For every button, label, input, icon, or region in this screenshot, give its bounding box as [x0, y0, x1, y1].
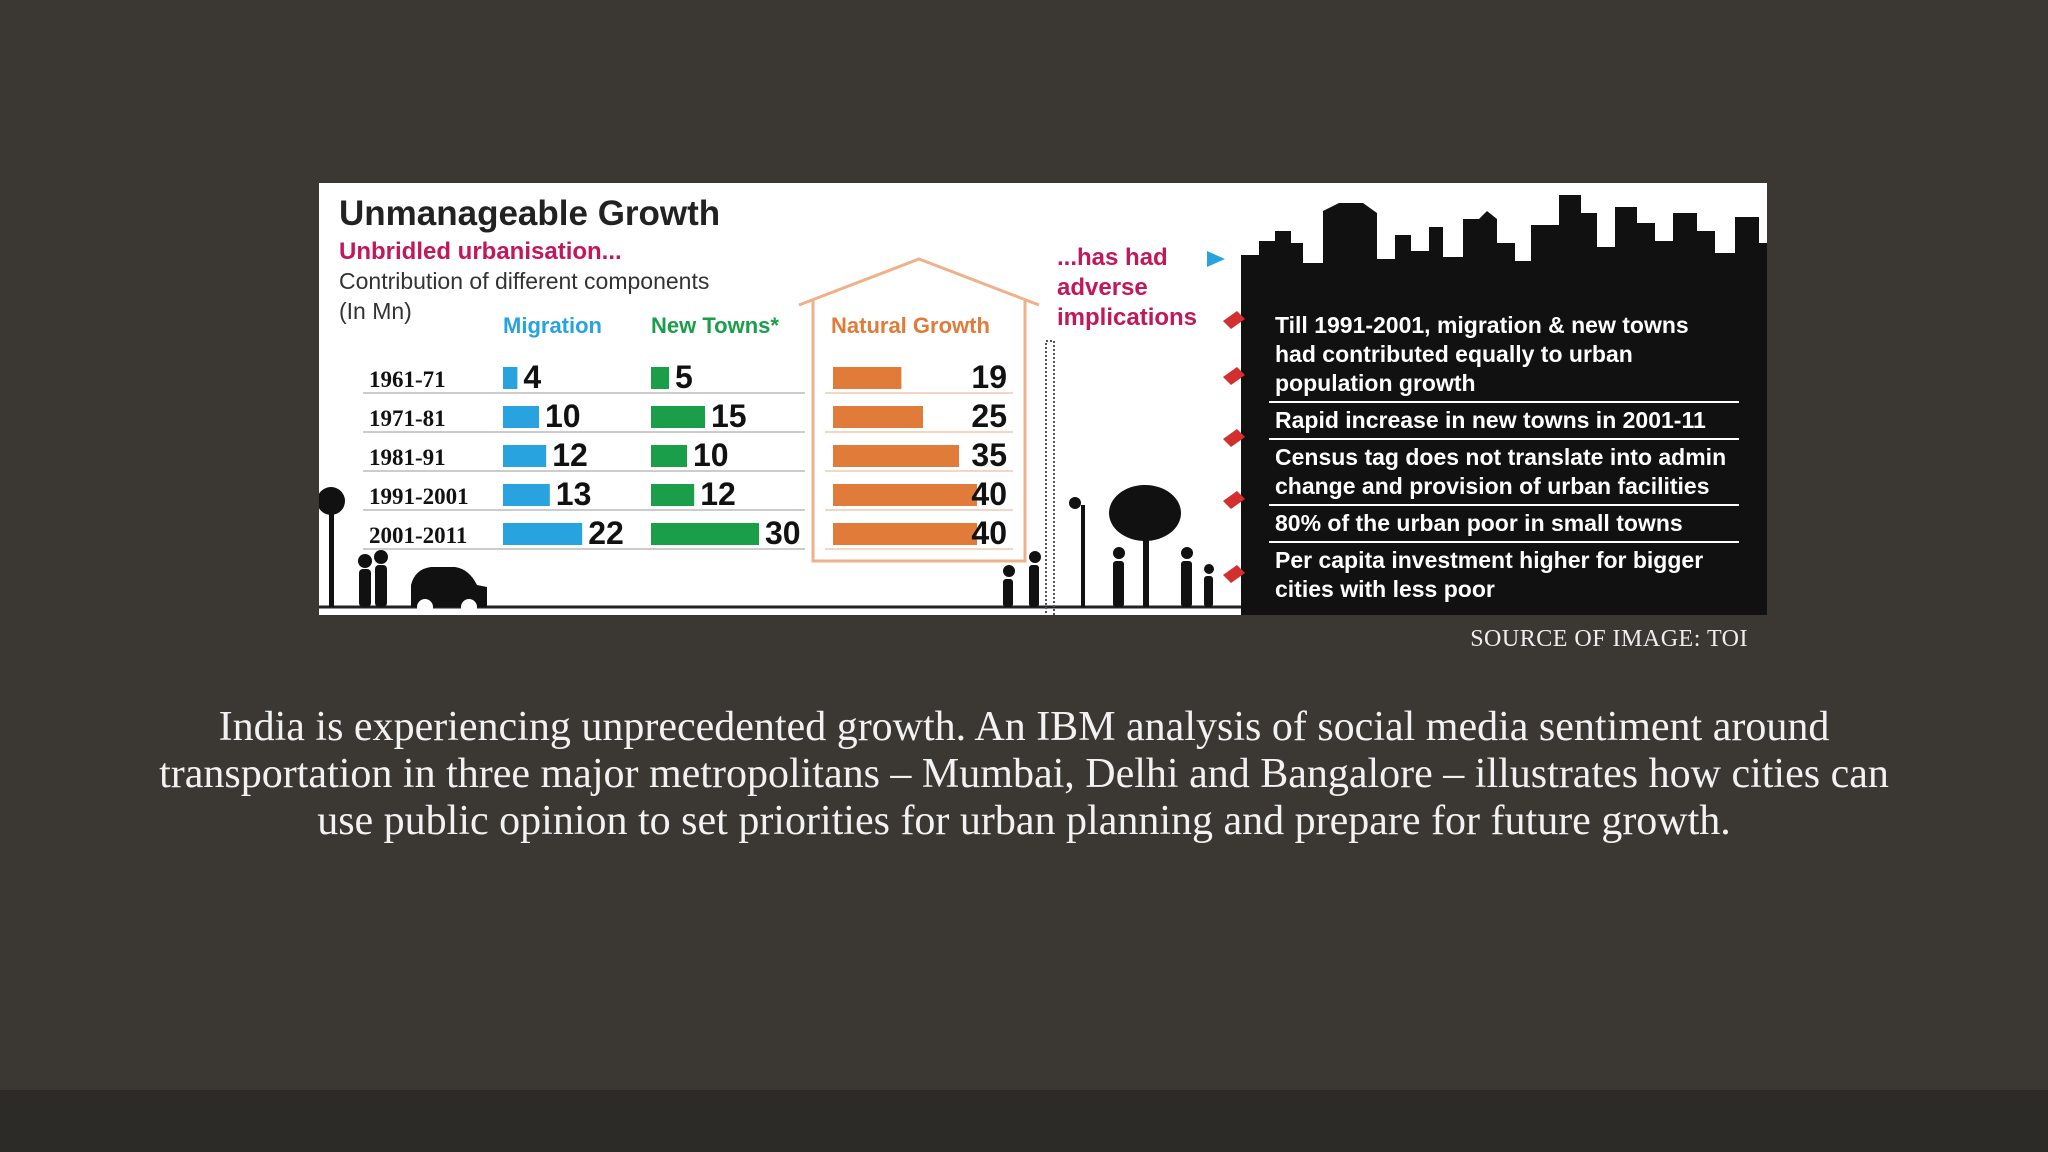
implication-text: Per capita investment higher for bigger — [1275, 547, 1703, 573]
body-paragraph: India is experiencing unprecedented grow… — [159, 704, 1889, 844]
bar — [833, 445, 959, 467]
implication-text: Census tag does not translate into admin — [1275, 444, 1726, 470]
implications-heading-line: adverse — [1057, 274, 1148, 301]
infographic-image: Unmanageable Growth Unbridled urbanisati… — [319, 183, 1767, 615]
value-label: 4 — [523, 359, 541, 395]
value-label: 40 — [971, 515, 1007, 551]
value-label: 30 — [765, 515, 801, 551]
bar — [503, 523, 583, 545]
bar — [651, 484, 695, 506]
flag-marker-icon — [1223, 311, 1245, 329]
bar — [503, 445, 547, 467]
house-outline — [798, 257, 1040, 563]
category-label: 1981-91 — [369, 445, 446, 470]
implication-text: 80% of the urban poor in small towns — [1275, 510, 1683, 536]
bar — [651, 406, 705, 428]
bar — [833, 484, 977, 506]
bar — [503, 367, 518, 389]
flag-marker-icon — [1223, 367, 1245, 385]
chart-marks: Migration New Towns* Natural Growth 1961-71… — [363, 313, 1013, 551]
bar — [651, 445, 687, 467]
implications-heading-line: ...has had — [1057, 244, 1168, 271]
category-label: 1991-2001 — [369, 484, 469, 509]
value-label: 10 — [545, 398, 581, 434]
implication-text: Till 1991-2001, migration & new towns — [1275, 312, 1689, 338]
bar — [833, 406, 923, 428]
bar — [651, 367, 669, 389]
value-label: 19 — [971, 359, 1007, 395]
value-label: 25 — [971, 398, 1007, 434]
chart-caption-line1: Contribution of different components — [339, 268, 709, 294]
bar — [651, 523, 759, 545]
bar — [833, 367, 902, 389]
value-label: 13 — [556, 476, 592, 512]
flag-marker-icon — [1223, 429, 1245, 447]
value-label: 15 — [711, 398, 747, 434]
value-label: 5 — [675, 359, 693, 395]
bar — [503, 406, 539, 428]
park-silhouette — [1003, 340, 1214, 615]
implication-text: had contributed equally to urban — [1275, 341, 1633, 367]
value-label: 40 — [971, 476, 1007, 512]
city-skyline-panel — [1241, 195, 1767, 615]
people-car-silhouette — [319, 487, 487, 615]
value-label: 35 — [971, 437, 1007, 473]
pointer-arrow-icon — [1207, 251, 1225, 267]
implication-text: cities with less poor — [1275, 576, 1495, 602]
category-label: 1971-81 — [369, 406, 446, 431]
bar — [833, 523, 977, 545]
value-label: 22 — [588, 515, 624, 551]
implications-heading-line: implications — [1057, 304, 1197, 331]
legend-label-0: Migration — [503, 313, 602, 338]
legend-label-2: Natural Growth — [831, 313, 990, 338]
chart-subtitle: Unbridled urbanisation... — [339, 238, 622, 265]
flag-marker-icon — [1223, 491, 1245, 509]
category-label: 2001-2011 — [369, 523, 467, 548]
flag-marker-icon — [1223, 565, 1245, 583]
footer-band — [0, 1090, 2048, 1152]
implications-list: Till 1991-2001, migration & new towns had… — [1223, 311, 1739, 602]
legend-label-1: New Towns* — [651, 313, 779, 338]
value-label: 10 — [693, 437, 729, 473]
implication-text: change and provision of urban facilities — [1275, 473, 1710, 499]
growth-chart: Unmanageable Growth Unbridled urbanisati… — [319, 194, 1767, 615]
implication-text: population growth — [1275, 370, 1476, 396]
chart-title: Unmanageable Growth — [339, 194, 720, 233]
image-source: SOURCE OF IMAGE: TOI — [1470, 626, 1748, 652]
value-label: 12 — [552, 437, 588, 473]
implications-heading: ...has had adverse implications — [1057, 244, 1225, 331]
chart-caption-line2: (In Mn) — [339, 298, 412, 324]
bar — [503, 484, 550, 506]
implication-text: Rapid increase in new towns in 2001-11 — [1275, 407, 1706, 433]
value-label: 12 — [700, 476, 736, 512]
category-label: 1961-71 — [369, 367, 446, 392]
